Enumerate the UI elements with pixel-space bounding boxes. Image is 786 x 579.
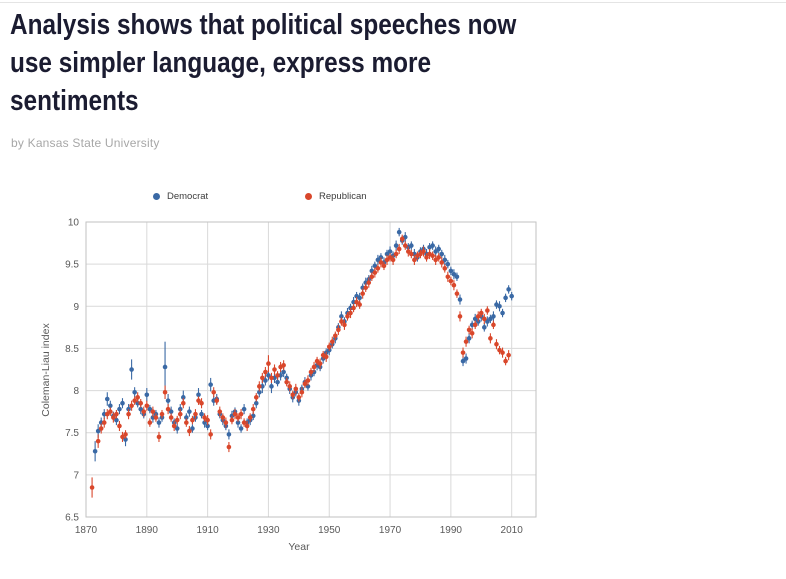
svg-text:10: 10 xyxy=(68,218,80,229)
readability-chart-figure: Democrat Republican 1870 1890 1910 1930 1950… xyxy=(0,178,580,578)
svg-text:1890: 1890 xyxy=(136,525,159,536)
byline-source-link[interactable]: Kansas State University xyxy=(27,136,160,150)
article-title: Analysis shows that political speeches n… xyxy=(10,6,770,120)
y-axis-title: Coleman-Liau index xyxy=(40,323,52,417)
svg-text:9: 9 xyxy=(73,302,79,313)
svg-text:1930: 1930 xyxy=(257,525,280,536)
title-line-3: sentiments xyxy=(10,85,139,117)
legend-item-democrat: Democrat xyxy=(153,191,208,202)
svg-text:2010: 2010 xyxy=(501,525,524,536)
republican-data-points xyxy=(89,234,511,498)
x-axis-tick-labels: 1870 1890 1910 1930 1950 1970 1990 2010 xyxy=(75,525,523,536)
svg-text:1910: 1910 xyxy=(196,525,219,536)
legend-item-republican: Republican xyxy=(305,191,367,202)
title-line-2: use simpler language, express more xyxy=(10,47,432,79)
plot-border xyxy=(85,221,537,518)
svg-text:8.5: 8.5 xyxy=(65,344,79,355)
republican-marker-icon xyxy=(305,193,312,200)
legend-label-democrat: Democrat xyxy=(167,191,209,202)
svg-text:7.5: 7.5 xyxy=(65,428,79,439)
scatter-plot: 1870 1890 1910 1930 1950 1970 1990 2010 6.5 7 7.5 8… xyxy=(65,218,537,536)
svg-text:1950: 1950 xyxy=(318,525,341,536)
svg-text:6.5: 6.5 xyxy=(65,513,79,524)
svg-text:9.5: 9.5 xyxy=(65,260,79,271)
legend-label-republican: Republican xyxy=(319,191,367,202)
byline-prefix: by xyxy=(11,136,28,150)
svg-text:1990: 1990 xyxy=(440,525,463,536)
top-divider xyxy=(0,2,786,3)
svg-text:1970: 1970 xyxy=(379,525,402,536)
title-line-1: Analysis shows that political speeches n… xyxy=(10,9,517,41)
svg-text:1870: 1870 xyxy=(75,525,98,536)
y-axis-tick-labels: 6.5 7 7.5 8 8.5 9 9.5 10 xyxy=(65,218,79,524)
democrat-marker-icon xyxy=(153,193,160,200)
article-byline: by Kansas State University xyxy=(11,136,160,150)
svg-text:8: 8 xyxy=(73,386,79,397)
svg-text:7: 7 xyxy=(73,470,79,481)
x-axis-title: Year xyxy=(288,541,310,553)
